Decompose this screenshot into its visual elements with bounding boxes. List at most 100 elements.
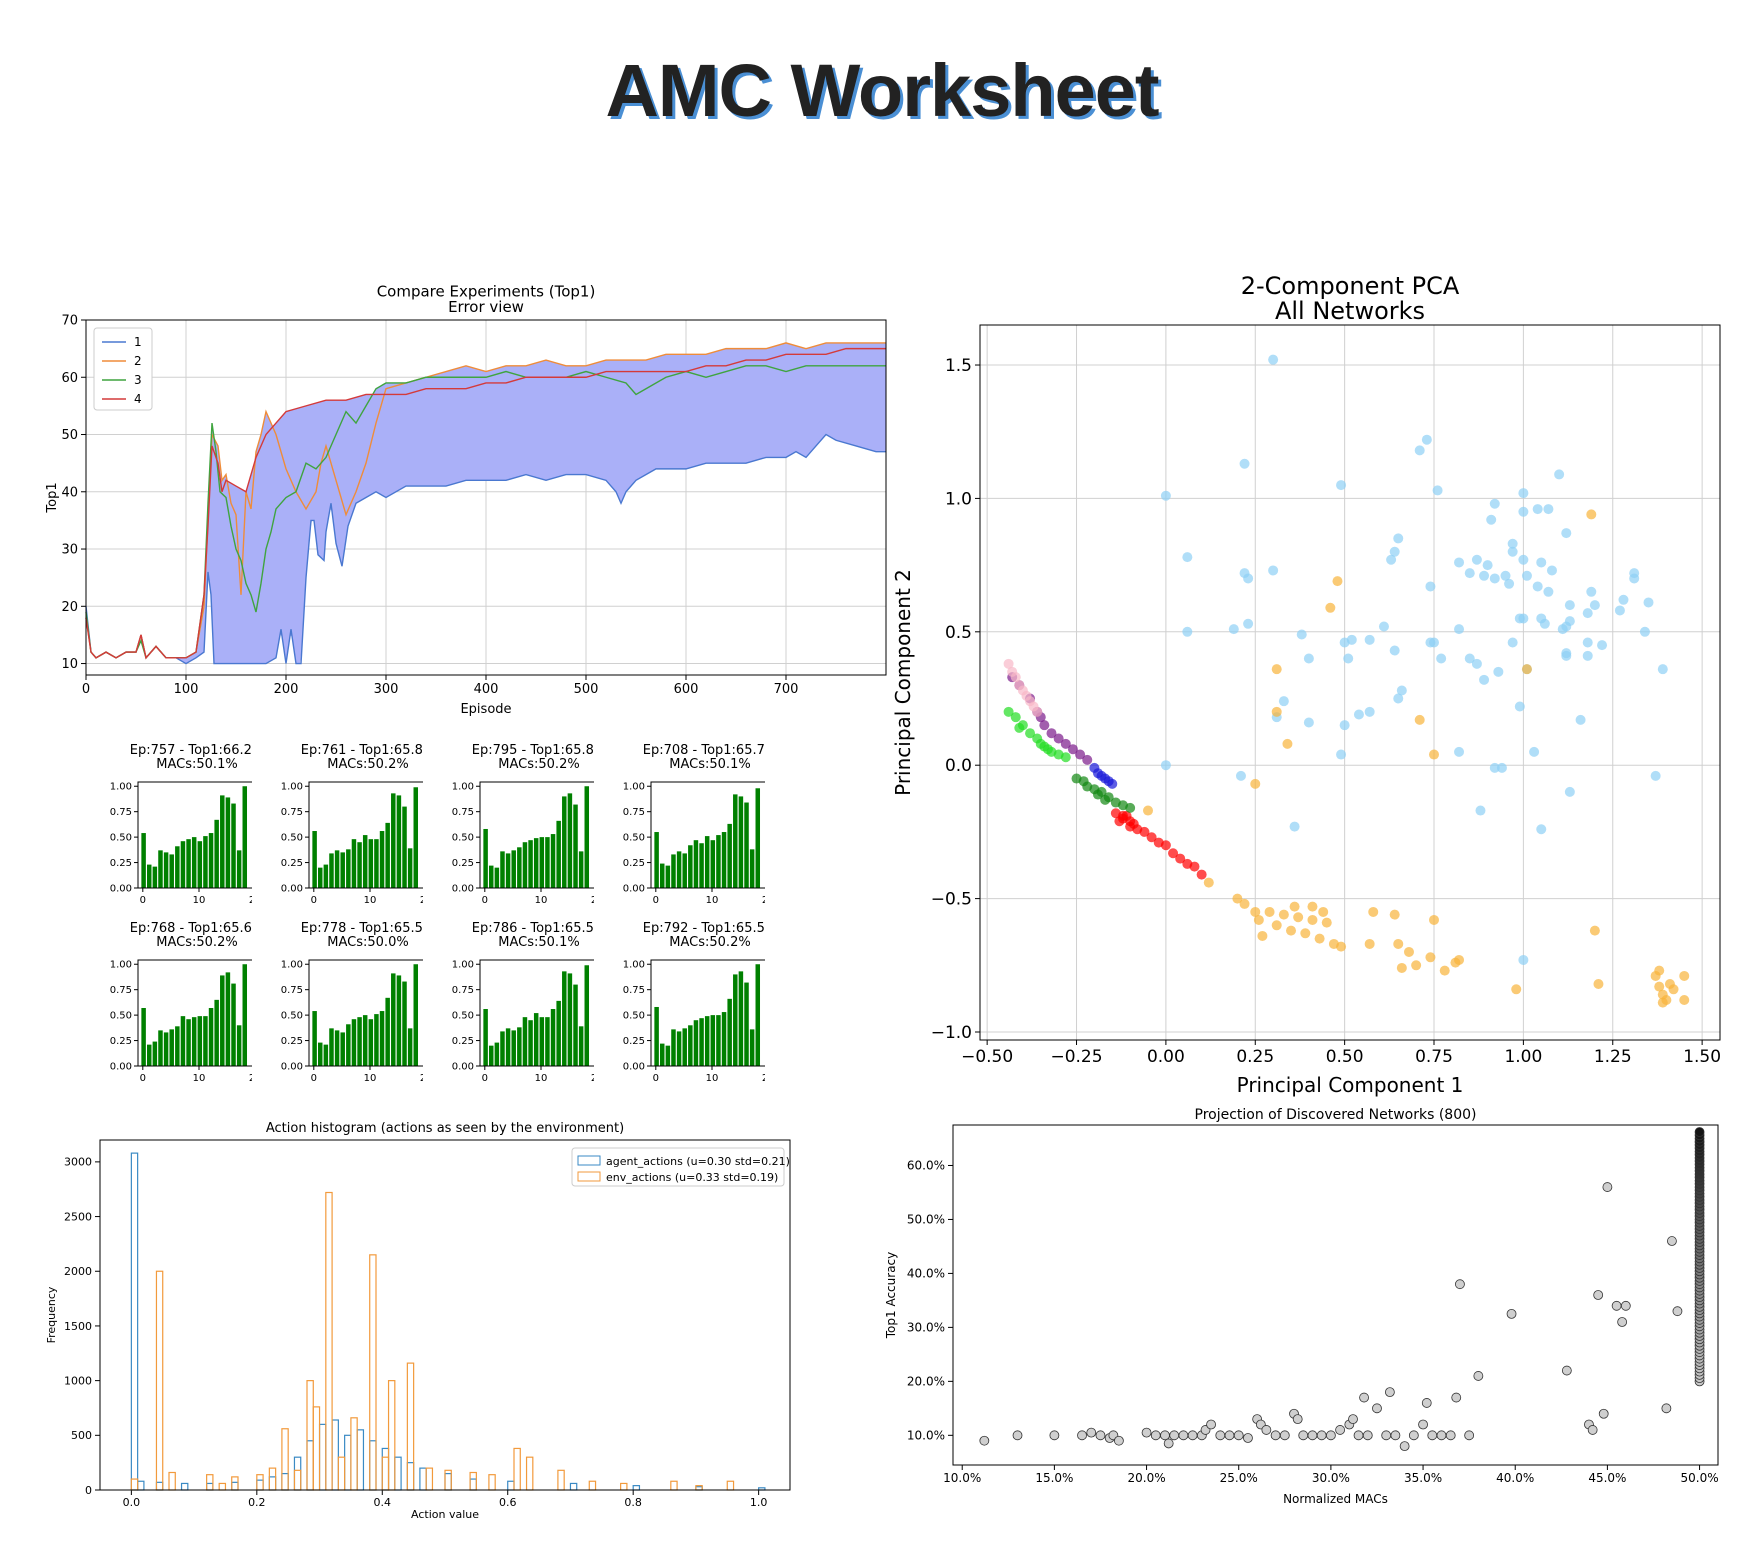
pca-point: [1314, 933, 1325, 944]
plot-frame: [308, 781, 423, 889]
projection-point: [1178, 1430, 1189, 1441]
action-bar: [208, 1007, 214, 1066]
x-tick-label: 30.0%: [1312, 1471, 1350, 1485]
pca-point: [1196, 869, 1207, 880]
action-bar: [357, 842, 362, 888]
projection-point: [1506, 1308, 1517, 1319]
x-tick-label: 45.0%: [1588, 1471, 1626, 1485]
pca-point: [1539, 618, 1550, 629]
y-tick-label: 0.50: [281, 1011, 303, 1022]
projection-point: [1667, 1236, 1677, 1246]
histogram-bar: [137, 1480, 145, 1491]
pca-point: [1536, 824, 1547, 835]
y-tick-label: 0.50: [623, 833, 645, 844]
pca-point: [1303, 717, 1314, 728]
x-tick-label: −0.50: [961, 1047, 1013, 1067]
action-bar: [517, 847, 522, 888]
pca-point: [1189, 861, 1200, 872]
pca-point: [1307, 901, 1318, 912]
pca-point: [1507, 538, 1518, 549]
action-bar: [180, 841, 186, 888]
action-bar: [186, 839, 191, 888]
pca-point: [1075, 749, 1086, 760]
pca-point: [1486, 514, 1497, 525]
plot-frame: [137, 959, 252, 1067]
pca-point: [1060, 738, 1071, 749]
histogram-bar: [325, 1191, 333, 1491]
projection-point: [1169, 1430, 1180, 1441]
y-tick-label: 0: [85, 1484, 92, 1497]
projection-point: [1602, 1182, 1613, 1192]
pca-point: [1289, 901, 1300, 912]
pca-point: [1182, 552, 1193, 563]
action-bar: [312, 831, 317, 888]
y-tick-label: 30.0%: [907, 1321, 945, 1335]
y-tick-label: 2500: [64, 1210, 92, 1223]
x-tick-label: 10: [364, 1073, 377, 1084]
x-tick-label: 0: [140, 1073, 146, 1084]
projection-point: [1362, 1430, 1373, 1441]
y-axis-label: Principal Component 2: [891, 569, 915, 796]
histogram-bar: [588, 1480, 597, 1491]
y-tick-label: 0.00: [110, 1062, 132, 1073]
action-bar: [483, 1009, 488, 1066]
pca-point: [1597, 640, 1608, 651]
pca-point: [1543, 586, 1554, 597]
projection-point: [1408, 1430, 1419, 1441]
page-title: AMC Worksheet: [605, 49, 1159, 132]
histogram-bar: [507, 1480, 515, 1491]
y-tick-label: 1.00: [452, 960, 474, 971]
projection-point: [1316, 1430, 1327, 1441]
projection-point: [1427, 1430, 1438, 1441]
x-tick-label: 0: [311, 1073, 317, 1084]
pca-point: [1278, 696, 1289, 707]
histogram-bar: [256, 1479, 264, 1491]
y-tick-label: 0.50: [281, 833, 303, 844]
action-bar: [242, 786, 248, 888]
histogram-bar: [130, 1152, 139, 1491]
projection-point: [1611, 1300, 1622, 1311]
action-bar: [682, 853, 687, 888]
pca-point: [1271, 706, 1282, 717]
action-bar: [716, 1015, 721, 1066]
pca-point: [1475, 805, 1486, 816]
pca-point: [1496, 762, 1507, 773]
pca-point: [1532, 504, 1543, 515]
x-tick-label: 0: [311, 895, 317, 906]
episode-macs: MACs:50.2%: [669, 935, 750, 950]
x-tick-label: 0.25: [1236, 1047, 1274, 1067]
pca-point: [1564, 786, 1575, 797]
projection-point: [1243, 1433, 1253, 1443]
action-bar: [562, 796, 567, 888]
pca-point: [1271, 664, 1282, 675]
pca-point: [1364, 706, 1375, 717]
pca-point: [1454, 624, 1465, 635]
action-bar: [169, 1029, 174, 1066]
pca-point: [1182, 626, 1193, 637]
action-bar: [396, 975, 402, 1066]
pca-point: [1339, 720, 1350, 731]
projection-point: [1325, 1430, 1336, 1441]
action-bar: [522, 1017, 528, 1066]
projection-point: [1620, 1300, 1631, 1311]
action-bar: [175, 846, 180, 888]
action-bar: [236, 850, 242, 888]
action-bar: [379, 831, 385, 888]
action-bar: [220, 975, 225, 1066]
pca-point: [1518, 554, 1529, 565]
compare-experiments-chart: 0 100 200 300 400 500 600 700 10 20 30 40 50 60 70 Epis…: [45, 282, 887, 717]
projection-point: [1418, 1419, 1428, 1430]
histogram-bar: [369, 1254, 377, 1491]
y-tick-label: 500: [71, 1429, 92, 1442]
action-bar: [203, 836, 208, 888]
pca-point: [1336, 941, 1347, 952]
pca-point: [1586, 509, 1597, 520]
action-bar: [197, 1016, 203, 1066]
pca-point: [1386, 554, 1397, 565]
histogram-bar: [281, 1472, 289, 1491]
action-bar: [584, 786, 590, 888]
histogram-bar: [525, 1456, 534, 1491]
legend-label: 2: [134, 354, 142, 368]
action-bar: [556, 820, 561, 888]
projection-point: [1353, 1430, 1364, 1441]
